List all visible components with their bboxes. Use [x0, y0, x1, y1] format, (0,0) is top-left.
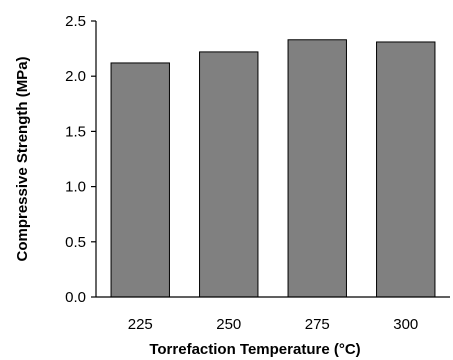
x-axis-title: Torrefaction Temperature (°C)	[149, 341, 360, 358]
bar-225	[110, 62, 170, 298]
bar-275	[287, 39, 347, 298]
y-tick-label: 0.5	[65, 234, 86, 251]
bar-300	[376, 41, 436, 298]
y-tick-label: 1.5	[65, 123, 86, 140]
y-tick-label: 0.0	[65, 289, 86, 306]
y-tick-label: 1.0	[65, 179, 86, 196]
x-tick-label: 300	[393, 316, 418, 333]
x-tick-label: 225	[128, 316, 153, 333]
y-axis-ticks: 0.0 0.5 1.0 1.5 2.0 2.5	[65, 13, 96, 306]
x-tick-label: 250	[216, 316, 241, 333]
bar-250	[199, 51, 259, 298]
bars-group	[110, 39, 436, 298]
y-tick-label: 2.5	[65, 13, 86, 30]
x-tick-label: 275	[305, 316, 330, 333]
x-axis-ticks: 225 250 275 300	[128, 316, 419, 333]
y-tick-label: 2.0	[65, 68, 86, 85]
y-axis-title: Compressive Strength (MPa)	[14, 56, 31, 261]
